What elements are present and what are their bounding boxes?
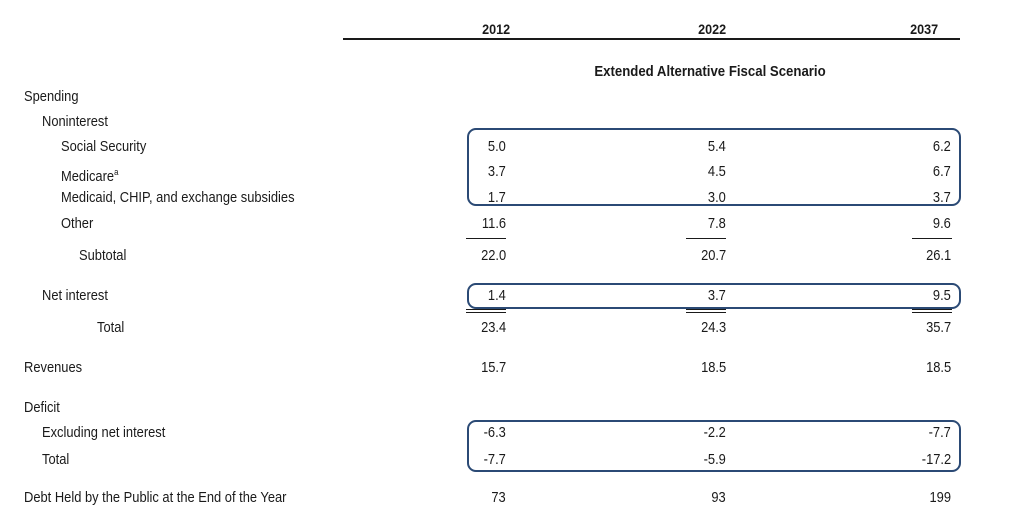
value-total-deficit-2022: -5.9 — [703, 451, 726, 468]
value-medicaid-2022: 3.0 — [708, 189, 726, 206]
value-total-deficit-2037: -17.2 — [921, 451, 951, 468]
value-revenues-2012: 15.7 — [480, 359, 506, 376]
total-rule-2037-a — [912, 309, 952, 311]
value-total-spending-2012: 23.4 — [480, 319, 506, 336]
label-net-interest: Net interest — [42, 287, 108, 304]
value-subtotal-2012: 22.0 — [480, 247, 506, 264]
total-rule-2022-a — [686, 309, 726, 311]
value-excl-net-interest-2012: -6.3 — [483, 424, 506, 441]
label-debt: Debt Held by the Public at the End of th… — [24, 489, 287, 506]
total-rule-2012-a — [466, 309, 506, 311]
value-revenues-2037: 18.5 — [925, 359, 951, 376]
highlight-box-net-interest — [467, 283, 961, 309]
value-medicaid-2037: 3.7 — [933, 189, 951, 206]
value-debt-2022: 93 — [711, 489, 726, 506]
total-rule-2037-b — [912, 312, 952, 314]
header-year-2: 2022 — [697, 21, 726, 37]
value-medicare-2037: 6.7 — [933, 163, 951, 180]
label-spending: Spending — [24, 88, 79, 105]
value-excl-net-interest-2037: -7.7 — [928, 424, 951, 441]
label-noninterest: Noninterest — [42, 113, 108, 130]
label-medicare-superscript: a — [114, 167, 119, 177]
label-total-deficit: Total — [42, 451, 70, 468]
label-medicaid: Medicaid, CHIP, and exchange subsidies — [61, 189, 295, 206]
header-year-1: 2012 — [481, 21, 510, 37]
label-social-security: Social Security — [61, 138, 147, 155]
scenario-title: Extended Alternative Fiscal Scenario — [594, 63, 826, 80]
value-debt-2037: 199 — [929, 489, 951, 506]
value-subtotal-2037: 26.1 — [925, 247, 951, 264]
header-rule — [343, 38, 960, 40]
value-subtotal-2022: 20.7 — [700, 247, 726, 264]
value-medicare-2012: 3.7 — [488, 163, 506, 180]
value-social-security-2037: 6.2 — [933, 138, 951, 155]
label-other: Other — [61, 215, 94, 232]
subtotal-rule-2022 — [686, 238, 726, 240]
value-net-interest-2022: 3.7 — [708, 287, 726, 304]
highlight-box-programs — [467, 128, 961, 206]
value-net-interest-2037: 9.5 — [933, 287, 951, 304]
value-revenues-2022: 18.5 — [700, 359, 726, 376]
label-subtotal: Subtotal — [79, 247, 127, 264]
value-total-spending-2022: 24.3 — [700, 319, 726, 336]
value-other-2022: 7.8 — [708, 215, 726, 232]
value-net-interest-2012: 1.4 — [488, 287, 506, 304]
label-medicare: Medicarea — [61, 163, 118, 186]
highlight-box-deficit — [467, 420, 961, 472]
value-medicare-2022: 4.5 — [708, 163, 726, 180]
value-medicaid-2012: 1.7 — [488, 189, 506, 206]
label-revenues: Revenues — [24, 359, 83, 376]
total-rule-2012-b — [466, 312, 506, 314]
subtotal-rule-2037 — [912, 238, 952, 240]
total-rule-2022-b — [686, 312, 726, 314]
label-total-spending: Total — [97, 319, 125, 336]
header-year-3: 2037 — [909, 21, 938, 37]
value-excl-net-interest-2022: -2.2 — [703, 424, 726, 441]
label-medicare-text: Medicare — [61, 168, 115, 185]
label-excluding-net-interest: Excluding net interest — [42, 424, 166, 441]
value-total-spending-2037: 35.7 — [925, 319, 951, 336]
value-debt-2012: 73 — [491, 489, 506, 506]
value-social-security-2012: 5.0 — [488, 138, 506, 155]
value-other-2012: 11.6 — [481, 215, 506, 232]
label-deficit: Deficit — [24, 399, 60, 416]
value-total-deficit-2012: -7.7 — [483, 451, 506, 468]
value-social-security-2022: 5.4 — [708, 138, 726, 155]
value-other-2037: 9.6 — [933, 215, 951, 232]
subtotal-rule-2012 — [466, 238, 506, 240]
